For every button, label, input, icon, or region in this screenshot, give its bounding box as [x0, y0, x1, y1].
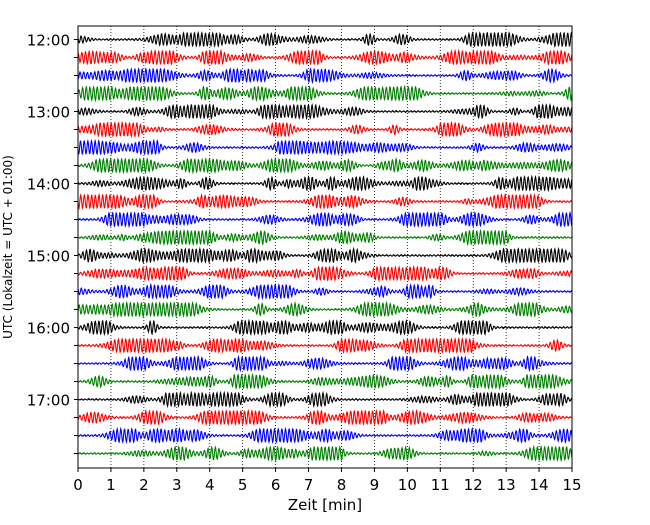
plot-area [78, 26, 572, 468]
y-axis-label: UTC (Lokalzeit = UTC + 01:00) [1, 155, 15, 339]
trace-line [77, 300, 573, 319]
trace-line [77, 372, 573, 391]
x-tick-label: 10 [398, 476, 417, 494]
trace-line [77, 264, 573, 283]
x-tick-label: 11 [431, 476, 450, 494]
x-axis-label: Zeit [min] [288, 496, 362, 514]
trace-line [77, 282, 573, 301]
trace-line [77, 84, 573, 103]
y-tick-label: 14:00 [27, 176, 70, 194]
trace-line [77, 138, 573, 156]
y-tick-label: 16:00 [27, 320, 70, 338]
x-tick-label: 4 [205, 476, 215, 494]
plot-frame [77, 25, 573, 469]
x-tick-label: 15 [562, 476, 581, 494]
x-tick-label: 1 [106, 476, 116, 494]
y-tick-label: 12:00 [27, 32, 70, 50]
trace-line [77, 210, 573, 229]
trace-line [77, 120, 573, 139]
x-tick-label: 0 [73, 476, 83, 494]
traces-group [77, 30, 573, 463]
x-tick-label: 6 [271, 476, 281, 494]
trace-line [77, 390, 573, 409]
x-tick-label: 2 [139, 476, 149, 494]
x-tick-label: 3 [172, 476, 182, 494]
x-tick-label: 13 [497, 476, 516, 494]
trace-line [77, 192, 573, 211]
x-tick-label: 8 [337, 476, 347, 494]
trace-line [77, 174, 573, 193]
trace-line [77, 30, 573, 49]
x-tick-label: 7 [304, 476, 314, 494]
y-tick-label: 17:00 [27, 392, 70, 410]
y-axis: 12:00 13:00 14:00 15:00 16:00 17:00 [27, 32, 78, 454]
trace-line [77, 408, 573, 427]
trace-line [77, 444, 573, 463]
trace-line [77, 102, 573, 121]
trace-line [77, 354, 573, 373]
trace-line [77, 48, 573, 67]
trace-line [77, 228, 573, 247]
y-tick-label: 15:00 [27, 248, 70, 266]
x-tick-label: 9 [370, 476, 380, 494]
x-tick-label: 14 [530, 476, 549, 494]
trace-line [77, 67, 573, 85]
x-axis: 0 1 2 3 4 5 6 7 8 9 10 11 12 13 14 15 [73, 468, 582, 494]
trace-line [77, 246, 573, 265]
trace-line [77, 318, 573, 337]
x-tick-label: 12 [464, 476, 483, 494]
trace-line [77, 336, 573, 355]
y-tick-label: 13:00 [27, 104, 70, 122]
trace-line [77, 156, 573, 175]
x-tick-label: 5 [238, 476, 248, 494]
trace-line [77, 426, 573, 445]
